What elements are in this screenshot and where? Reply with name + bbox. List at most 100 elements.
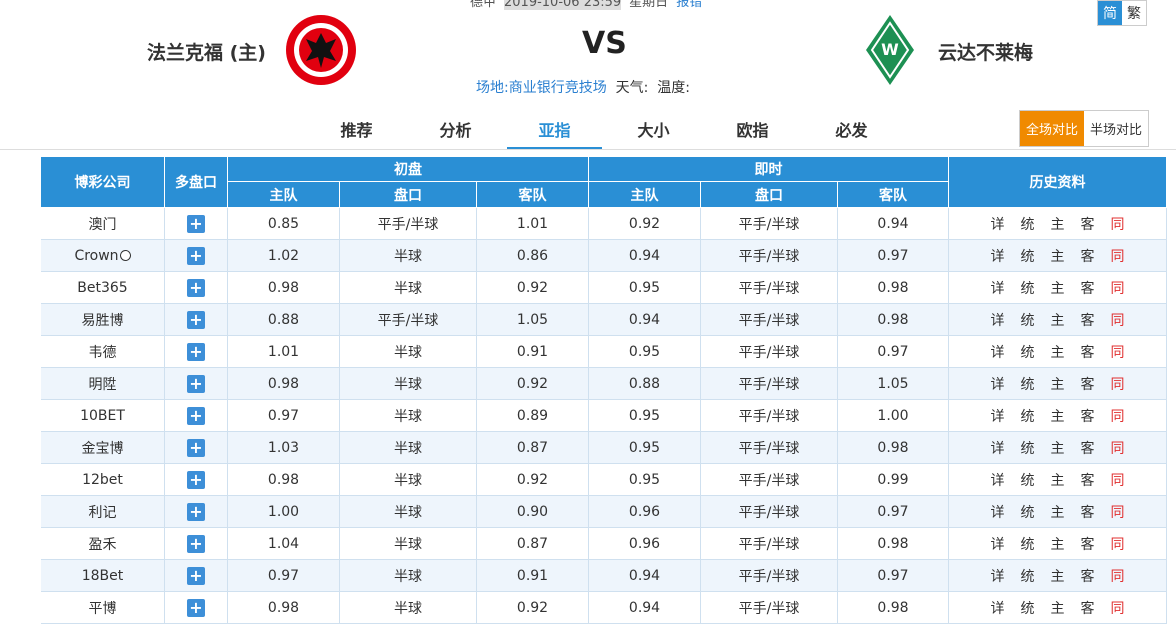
history-link[interactable]: 主 xyxy=(1050,344,1065,361)
history-link[interactable]: 主 xyxy=(1050,536,1065,553)
expand-button[interactable]: + xyxy=(187,310,205,329)
nav-tab[interactable]: 欧指 xyxy=(736,121,769,140)
history-link[interactable]: 客 xyxy=(1080,312,1095,329)
history-cell: 详统主客同 xyxy=(949,528,1167,560)
history-link[interactable]: 主 xyxy=(1050,376,1065,393)
nav-tab[interactable]: 大小 xyxy=(637,121,670,140)
history-link[interactable]: 同 xyxy=(1110,472,1125,489)
expand-button[interactable]: + xyxy=(187,246,205,265)
history-link[interactable]: 同 xyxy=(1110,440,1125,457)
history-link[interactable]: 客 xyxy=(1080,408,1095,425)
history-link[interactable]: 详 xyxy=(990,216,1005,233)
history-link[interactable]: 同 xyxy=(1110,504,1125,521)
expand-button[interactable]: + xyxy=(187,438,205,457)
history-link[interactable]: 主 xyxy=(1050,568,1065,585)
history-link[interactable]: 主 xyxy=(1050,504,1065,521)
expand-button[interactable]: + xyxy=(187,406,205,425)
toggle-option[interactable]: 全场对比 xyxy=(1020,111,1085,146)
history-link[interactable]: 详 xyxy=(990,376,1005,393)
history-link[interactable]: 主 xyxy=(1050,440,1065,457)
history-link[interactable]: 详 xyxy=(990,248,1005,265)
history-link[interactable]: 详 xyxy=(990,568,1005,585)
history-link[interactable]: 详 xyxy=(990,536,1005,553)
history-link[interactable]: 统 xyxy=(1020,568,1035,585)
odds-cell: 平手/半球 xyxy=(701,208,838,240)
nav-tab[interactable]: 推荐 xyxy=(340,121,373,140)
history-link[interactable]: 主 xyxy=(1050,312,1065,329)
history-link[interactable]: 详 xyxy=(990,504,1005,521)
weekday: 星期日 xyxy=(629,0,669,10)
odds-cell: 平手/半球 xyxy=(701,560,838,592)
history-link[interactable]: 主 xyxy=(1050,408,1065,425)
history-link[interactable]: 主 xyxy=(1050,280,1065,297)
history-link[interactable]: 同 xyxy=(1110,600,1125,617)
history-link[interactable]: 同 xyxy=(1110,280,1125,297)
history-link[interactable]: 同 xyxy=(1110,568,1125,585)
history-link[interactable]: 客 xyxy=(1080,280,1095,297)
history-link[interactable]: 客 xyxy=(1080,568,1095,585)
history-cell: 详统主客同 xyxy=(949,560,1167,592)
history-link[interactable]: 统 xyxy=(1020,376,1035,393)
nav-tab[interactable]: 必发 xyxy=(835,121,868,140)
venue: 商业银行竞技场 xyxy=(508,80,607,96)
history-link[interactable]: 同 xyxy=(1110,536,1125,553)
history-link[interactable]: 详 xyxy=(990,408,1005,425)
history-link[interactable]: 详 xyxy=(990,600,1005,617)
history-link[interactable]: 客 xyxy=(1080,376,1095,393)
history-link[interactable]: 统 xyxy=(1020,472,1035,489)
history-link[interactable]: 统 xyxy=(1020,344,1035,361)
expand-button[interactable]: + xyxy=(187,502,205,521)
history-link[interactable]: 同 xyxy=(1110,344,1125,361)
history-link[interactable]: 同 xyxy=(1110,216,1125,233)
history-link[interactable]: 详 xyxy=(990,472,1005,489)
history-link[interactable]: 统 xyxy=(1020,504,1035,521)
history-link[interactable]: 详 xyxy=(990,312,1005,329)
history-link[interactable]: 详 xyxy=(990,440,1005,457)
history-link[interactable]: 客 xyxy=(1080,248,1095,265)
home-team: 法兰克福 (主) xyxy=(147,42,266,64)
odds-cell: 0.98 xyxy=(228,464,340,496)
history-link[interactable]: 同 xyxy=(1110,248,1125,265)
history-link[interactable]: 统 xyxy=(1020,440,1035,457)
expand-button[interactable]: + xyxy=(187,534,205,553)
odds-cell: 0.87 xyxy=(477,432,589,464)
history-link[interactable]: 统 xyxy=(1020,216,1035,233)
nav-tab[interactable]: 分析 xyxy=(439,121,472,140)
expand-button[interactable]: + xyxy=(187,342,205,361)
expand-button[interactable]: + xyxy=(187,598,205,617)
expand-button[interactable]: + xyxy=(187,278,205,297)
history-link[interactable]: 客 xyxy=(1080,504,1095,521)
lang-option[interactable]: 繁 xyxy=(1127,6,1141,22)
history-link[interactable]: 主 xyxy=(1050,248,1065,265)
history-link[interactable]: 统 xyxy=(1020,280,1035,297)
history-link[interactable]: 主 xyxy=(1050,472,1065,489)
expand-button[interactable]: + xyxy=(187,566,205,585)
history-link[interactable]: 主 xyxy=(1050,216,1065,233)
history-link[interactable]: 客 xyxy=(1080,536,1095,553)
odds-cell: 0.91 xyxy=(477,336,589,368)
history-link[interactable]: 统 xyxy=(1020,408,1035,425)
history-link[interactable]: 同 xyxy=(1110,312,1125,329)
lang-option[interactable]: 简 xyxy=(1098,1,1122,25)
expand-button[interactable]: + xyxy=(187,470,205,489)
toggle-option[interactable]: 半场对比 xyxy=(1090,123,1143,138)
history-link[interactable]: 客 xyxy=(1080,600,1095,617)
history-link[interactable]: 详 xyxy=(990,344,1005,361)
history-link[interactable]: 主 xyxy=(1050,600,1065,617)
nav-tab[interactable]: 亚指 xyxy=(507,117,602,149)
history-link[interactable]: 统 xyxy=(1020,536,1035,553)
history-link[interactable]: 统 xyxy=(1020,312,1035,329)
history-link[interactable]: 客 xyxy=(1080,440,1095,457)
expand-button[interactable]: + xyxy=(187,214,205,233)
report-link[interactable]: 报错 xyxy=(676,0,703,10)
history-link[interactable]: 客 xyxy=(1080,344,1095,361)
history-link[interactable]: 同 xyxy=(1110,408,1125,425)
history-link[interactable]: 客 xyxy=(1080,472,1095,489)
history-link[interactable]: 统 xyxy=(1020,248,1035,265)
odds-cell: 平手/半球 xyxy=(701,528,838,560)
expand-button[interactable]: + xyxy=(187,374,205,393)
history-link[interactable]: 客 xyxy=(1080,216,1095,233)
history-link[interactable]: 详 xyxy=(990,280,1005,297)
history-link[interactable]: 统 xyxy=(1020,600,1035,617)
history-link[interactable]: 同 xyxy=(1110,376,1125,393)
